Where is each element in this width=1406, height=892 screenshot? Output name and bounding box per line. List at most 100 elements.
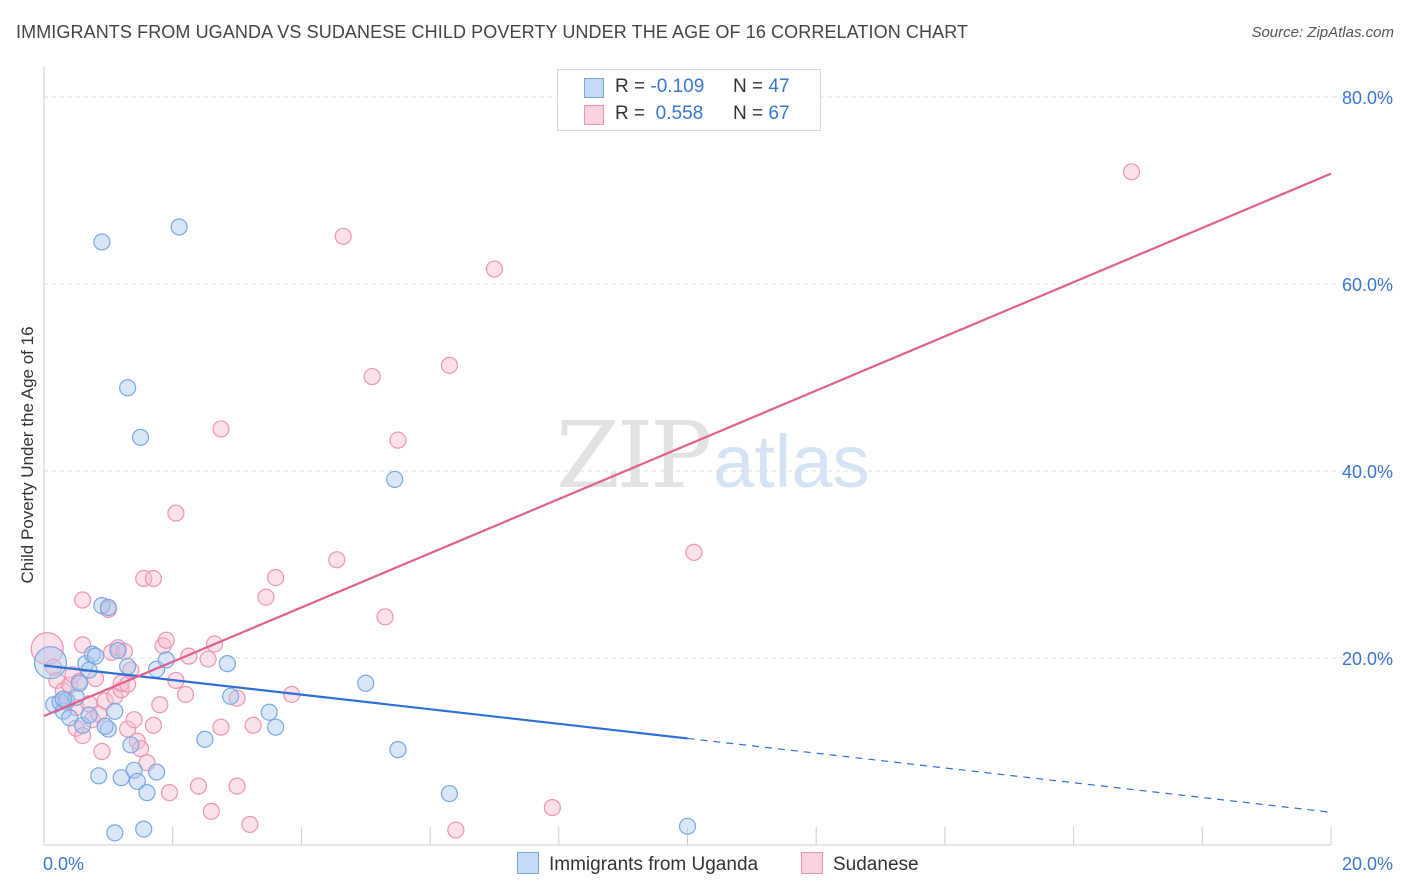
sudanese-point [199,650,217,668]
sudanese-point [131,740,150,758]
y-tick-label: 40.0% [1342,462,1393,482]
bottom-legend-sudanese: Sudanese [801,852,919,876]
uganda-point [99,598,117,617]
sudanese-point [334,227,352,245]
source-label: Source: ZipAtlas.com [1251,24,1394,41]
axes [43,66,1332,846]
sudanese-point [228,689,246,707]
legend-n-value-uganda: 47 [768,76,790,97]
uganda-point [90,767,108,785]
legend-n-value-sudanese: 67 [768,103,790,124]
sudanese-point [151,696,169,714]
uganda-point [106,824,124,842]
sudanese-point [241,815,259,834]
sudanese-point [244,716,262,734]
legend-r-uganda: R = -0.109 [615,76,704,98]
legend-r-value-uganda: -0.109 [650,76,705,97]
sudanese-point [125,711,143,729]
sudanese-point [144,716,162,734]
sudanese-point [363,367,381,386]
trend-lines [43,172,1332,813]
uganda-point [148,763,166,781]
bottom-legend-uganda: Immigrants from Uganda [517,852,758,876]
legend-r-label: R = [615,103,646,124]
uganda-point [119,379,137,397]
uganda-point [86,647,105,665]
uganda-point [122,736,140,754]
uganda-point [125,761,143,779]
uganda-point [119,657,137,676]
uganda-point [106,702,124,720]
sudanese-point [212,718,230,736]
uganda-point [109,641,127,660]
sudanese-point [267,568,285,587]
uganda-point [74,716,92,734]
y-tick-label: 20.0% [1342,649,1393,669]
uganda-point [260,703,278,721]
uganda-point [96,717,114,735]
uganda-point [99,720,117,738]
legend-n-uganda: N = 47 [733,76,790,98]
sudanese-point [189,777,208,795]
watermark-zip: ZIP [556,402,712,509]
sudanese-point [135,569,153,588]
uganda-point [112,769,130,787]
sudanese-point [74,591,92,609]
sudanese-point [376,608,394,626]
sudanese-point [1122,163,1141,181]
sudanese-point [176,685,195,704]
chart-title: IMMIGRANTS FROM UGANDA VS SUDANESE CHILD… [16,22,969,42]
x-tick-label: 0.0% [43,854,84,874]
legend-r-value-sudanese: 0.558 [655,103,704,124]
sudanese-trend-line [43,172,1332,717]
legend-n-label: N = [733,76,764,97]
sudanese-point [160,784,179,802]
legend-n-label: N = [733,103,764,124]
sudanese-point [202,802,220,820]
uganda-point [33,646,68,680]
sudanese-point [328,551,346,569]
sudanese-point [212,420,230,438]
uganda-point [135,820,153,838]
bottom-legend-label-sudanese: Sudanese [833,854,919,875]
uganda-trend-extension [687,737,1332,813]
uganda-point [678,817,697,835]
uganda-point [93,233,111,251]
uganda-point [389,741,407,759]
uganda-point [70,674,88,692]
bottom-legend-swatch-sudanese [801,852,823,874]
legend-r-sudanese: R = 0.558 [615,103,703,125]
uganda-point [80,706,98,724]
correlation-legend: R = -0.109 N = 47 R = 0.558 N = 67 [557,69,821,131]
bottom-legend-label-uganda: Immigrants from Uganda [549,854,759,875]
legend-n-sudanese: N = 67 [733,103,790,125]
sudanese-point [167,504,185,522]
y-tick-label: 60.0% [1342,275,1393,295]
uganda-point [196,730,214,748]
uganda-point [267,718,285,736]
legend-row-sudanese: R = 0.558 N = 67 [558,101,820,127]
sudanese-point [154,637,172,655]
uganda-point [61,709,79,727]
sudanese-point [30,632,64,666]
sudanese-point [257,588,275,606]
sudanese-point [228,777,246,795]
uganda-point [138,784,156,802]
uganda-point [131,428,150,446]
legend-swatch-uganda [584,78,604,98]
sudanese-point [685,543,703,561]
y-tick-label: 80.0% [1342,88,1393,108]
legend-row-uganda: R = -0.109 N = 47 [558,74,820,100]
sudanese-point [144,569,162,588]
uganda-point [93,597,111,615]
sudanese-point [485,260,504,278]
sudanese-points [30,163,1141,839]
uganda-point [128,772,146,791]
sudanese-point [389,431,407,449]
sudanese-point [447,821,465,839]
tick-labels: 20.0% 40.0% 60.0% 80.0% 0.0% 20.0% [43,88,1393,874]
sudanese-point [157,631,175,649]
bottom-legend-swatch-uganda [517,852,539,874]
grid-lines [44,96,1392,659]
uganda-point [386,470,404,489]
